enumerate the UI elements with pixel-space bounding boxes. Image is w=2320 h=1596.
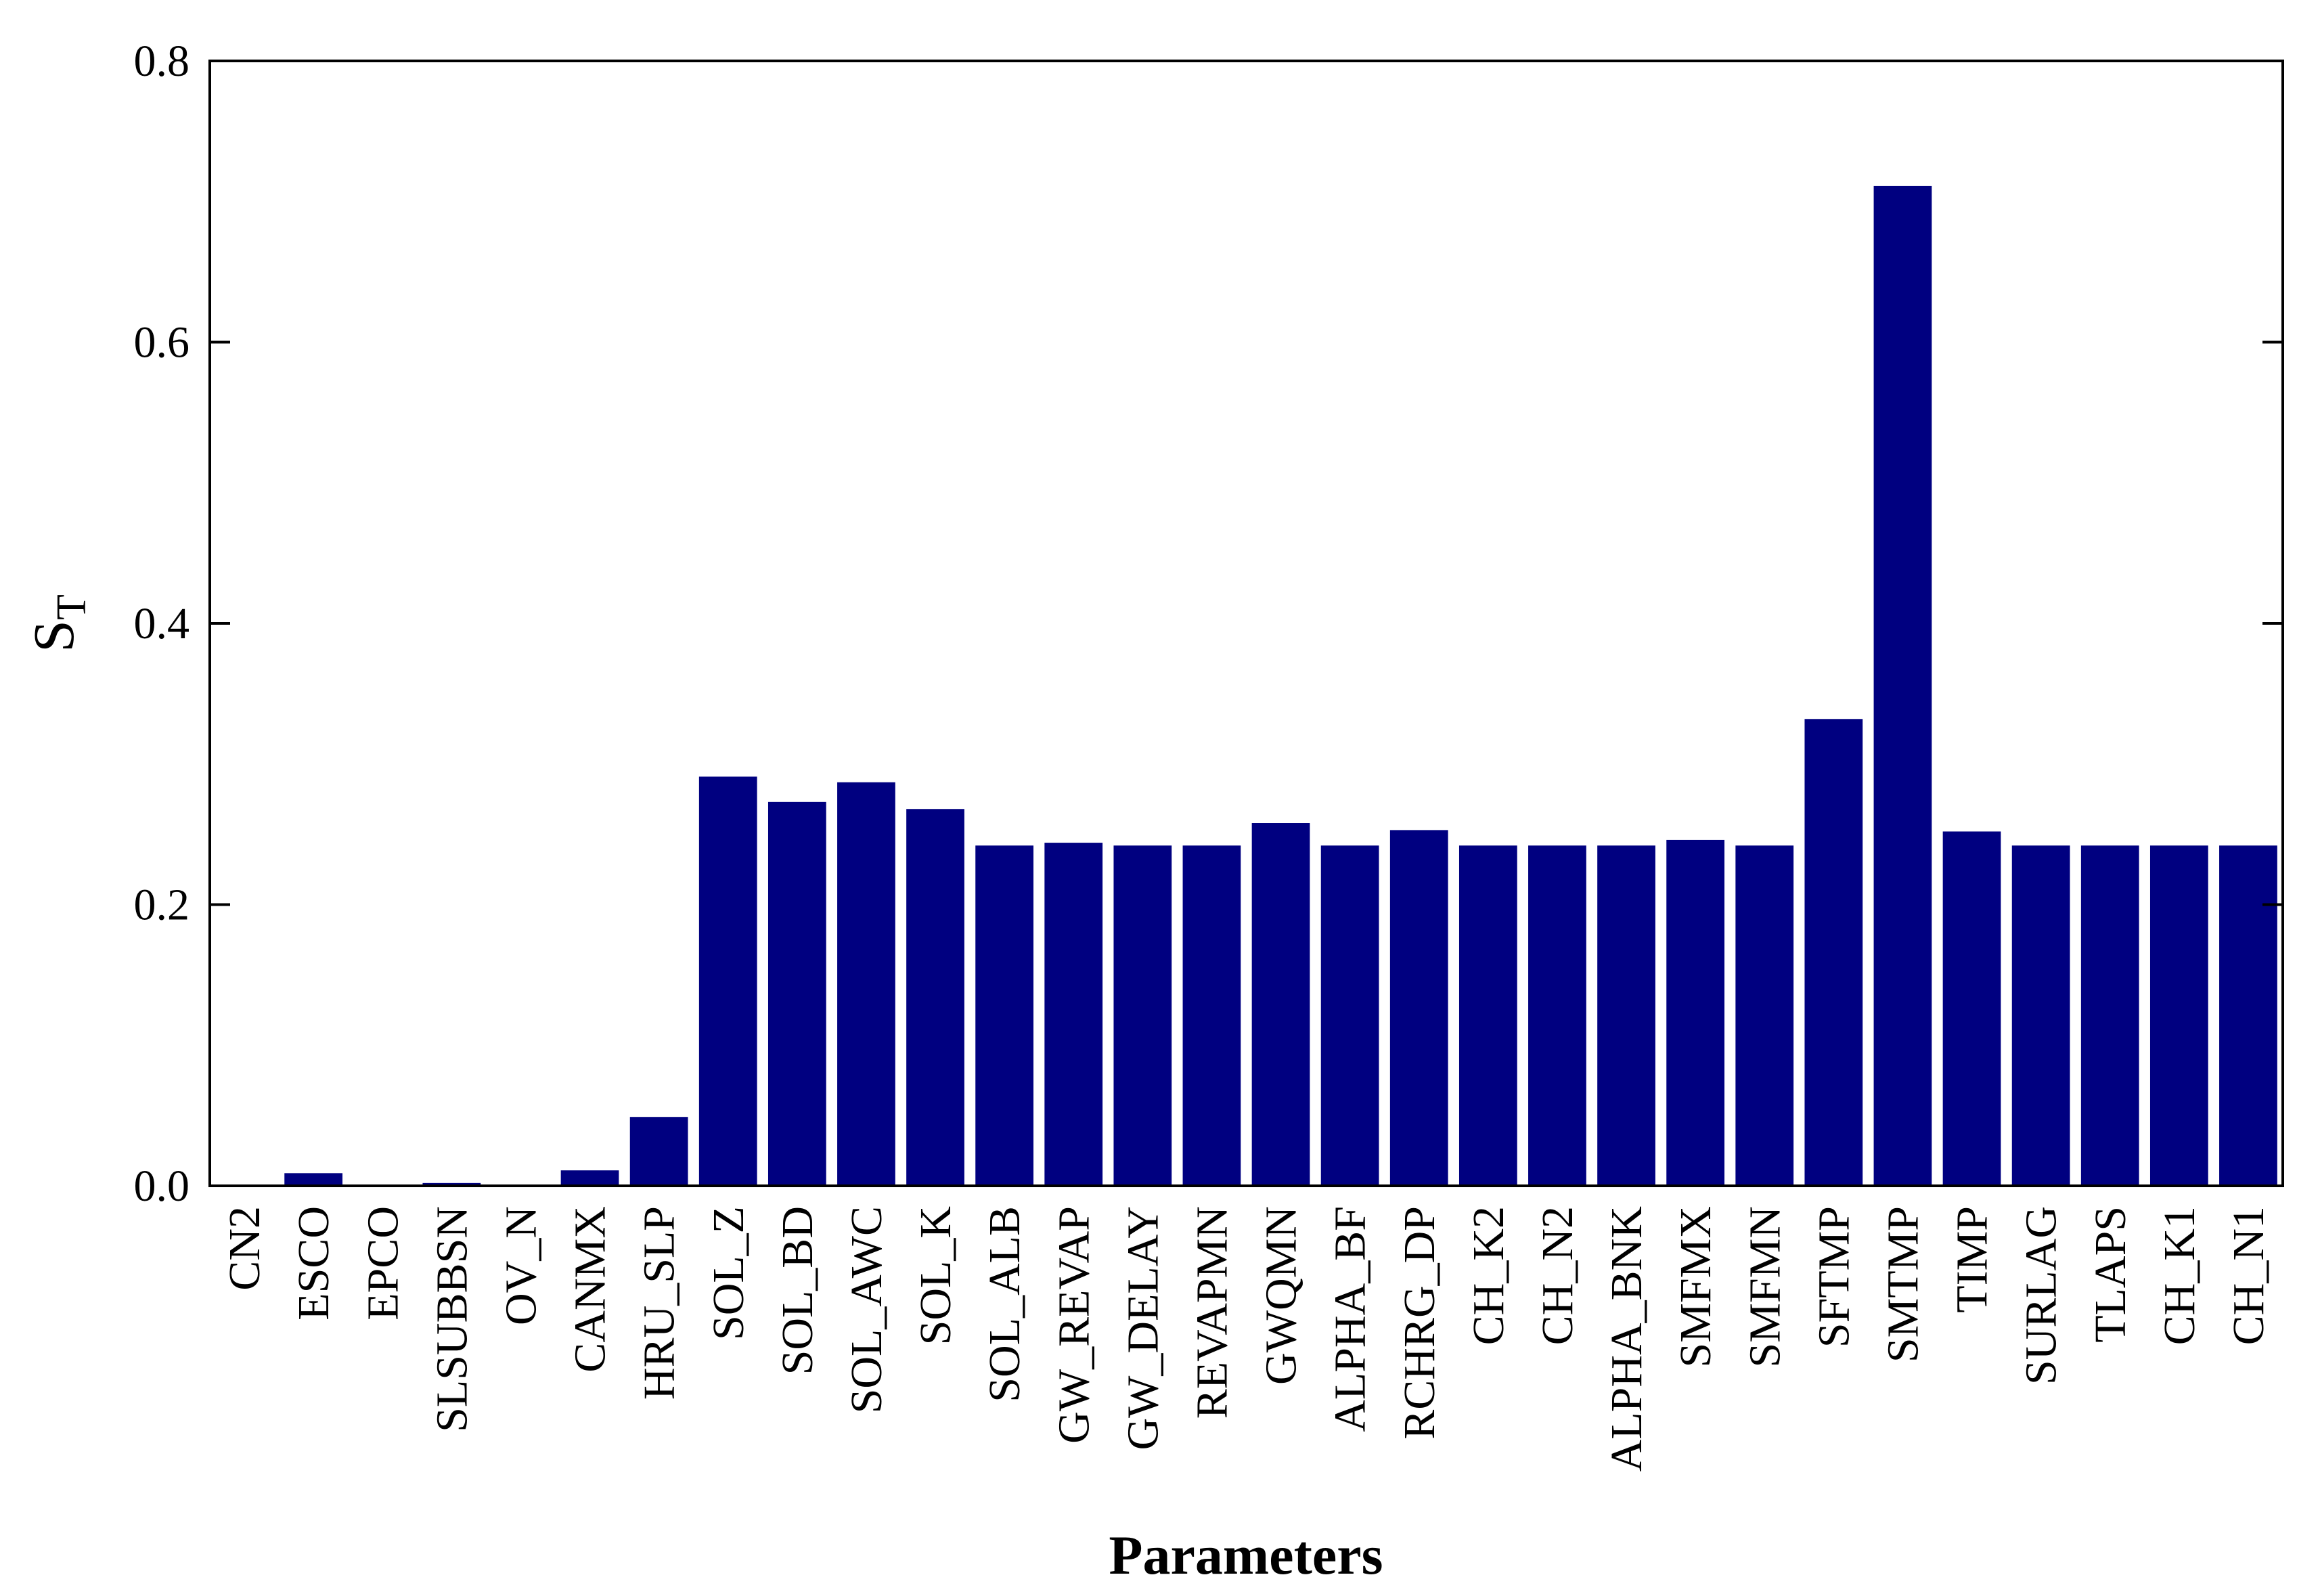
x-tick-label-alpha-bnk: ALPHA_BNK (1602, 1206, 1651, 1471)
x-tick-label-sftmp: SFTMP (1809, 1206, 1858, 1348)
bar-hru-slp (629, 1117, 688, 1186)
bar-alpha-bf (1320, 845, 1379, 1186)
x-tick-label-rchrg-dp: RCHRG_DP (1395, 1206, 1444, 1440)
x-tick-label-epco: EPCO (358, 1206, 407, 1321)
x-tick-label-ch-n2: CH_N2 (1533, 1206, 1582, 1345)
x-tick-label-gw-delay: GW_DELAY (1118, 1206, 1167, 1450)
y-axis-title-main: S (21, 620, 86, 652)
y-tick-label: 0.2 (134, 881, 190, 930)
bar-sol-bd (767, 801, 826, 1186)
bar-rchrg-dp (1389, 830, 1448, 1186)
x-tick-label-hru-slp: HRU_SLP (635, 1206, 684, 1400)
bar-sol-alb (975, 845, 1034, 1186)
plot-frame (208, 60, 2284, 1187)
x-tick-label-slsubbsn: SLSUBBSN (427, 1206, 476, 1432)
y-tick-label: 0.8 (134, 37, 190, 86)
bars-group (284, 185, 2277, 1186)
bar-ch-n1 (2219, 845, 2277, 1186)
x-tick-label-cn2: CN2 (220, 1206, 269, 1291)
bar-smtmp (1873, 185, 1932, 1186)
x-tick-label-ov-n: OV_N (496, 1206, 545, 1325)
bar-gw-delay (1113, 845, 1172, 1186)
bar-smfmx (1666, 839, 1725, 1186)
x-tick-label-esco: ESCO (289, 1206, 338, 1321)
x-tick-label-sol-alb: SOL_ALB (980, 1206, 1029, 1402)
x-tick-label-surlag: SURLAG (2017, 1206, 2066, 1385)
x-tick-label-timp: TIMP (1948, 1206, 1997, 1313)
x-tick-label-sol-k: SOL_K (911, 1206, 960, 1345)
x-tick-label-gwqmn: GWQMN (1257, 1206, 1306, 1385)
x-tick-label-smfmx: SMFMX (1671, 1206, 1720, 1367)
x-tick-label-revapmn: REVAPMN (1187, 1206, 1236, 1419)
x-tick-label-sol-awc: SOL_AWC (842, 1206, 891, 1413)
bar-surlag (2011, 845, 2070, 1186)
bar-ch-k2 (1458, 845, 1517, 1186)
x-axis-title: Parameters (1109, 1524, 1383, 1586)
x-tick-label-gw-revap: GW_REVAP (1049, 1206, 1098, 1444)
bar-smfmn (1735, 845, 1794, 1186)
y-axis-ticks: 0.0 0.2 0.4 0.6 0.8 (134, 37, 2283, 1211)
x-tick-label-sol-z: SOL_Z (704, 1206, 753, 1340)
y-tick-label: 0.6 (134, 318, 190, 368)
x-tick-label-alpha-bf: ALPHA_BF (1326, 1206, 1375, 1432)
y-axis-title: ST (21, 594, 95, 652)
y-axis-title-subscript: T (49, 594, 95, 620)
bar-sftmp (1804, 719, 1863, 1186)
bar-ch-n2 (1528, 845, 1586, 1186)
bar-sol-k (906, 809, 964, 1186)
bar-alpha-bnk (1597, 845, 1655, 1186)
x-tick-label-canmx: CANMX (566, 1206, 615, 1373)
x-tick-label-ch-k1: CH_K1 (2155, 1206, 2204, 1345)
bar-tlaps (2080, 845, 2139, 1186)
x-tick-label-smtmp: SMTMP (1878, 1206, 1927, 1362)
bar-gw-revap (1044, 843, 1103, 1186)
x-tick-label-ch-n1: CH_N1 (2224, 1206, 2273, 1345)
bar-canmx (560, 1170, 619, 1186)
bar-revapmn (1182, 845, 1241, 1186)
bar-ch-k1 (2149, 845, 2208, 1186)
bar-sol-awc (837, 782, 895, 1186)
x-tick-label-tlaps: TLAPS (2086, 1206, 2135, 1343)
x-tick-label-sol-bd: SOL_BD (773, 1206, 822, 1375)
bar-esco (284, 1173, 343, 1186)
bar-gwqmn (1251, 823, 1310, 1186)
x-tick-label-ch-k2: CH_K2 (1464, 1206, 1513, 1345)
y-tick-label: 0.4 (134, 599, 190, 648)
bar-timp (1942, 831, 2001, 1186)
x-tick-label-smfmn: SMFMN (1740, 1206, 1789, 1367)
y-tick-label: 0.0 (134, 1161, 190, 1211)
bar-sol-z (698, 776, 757, 1186)
x-axis-ticks: CN2 ESCO EPCO SLSUBBSN OV_N CANMX HRU_SLP SOL_Z… (220, 1206, 2273, 1471)
bar-slsubbsn (422, 1182, 481, 1186)
